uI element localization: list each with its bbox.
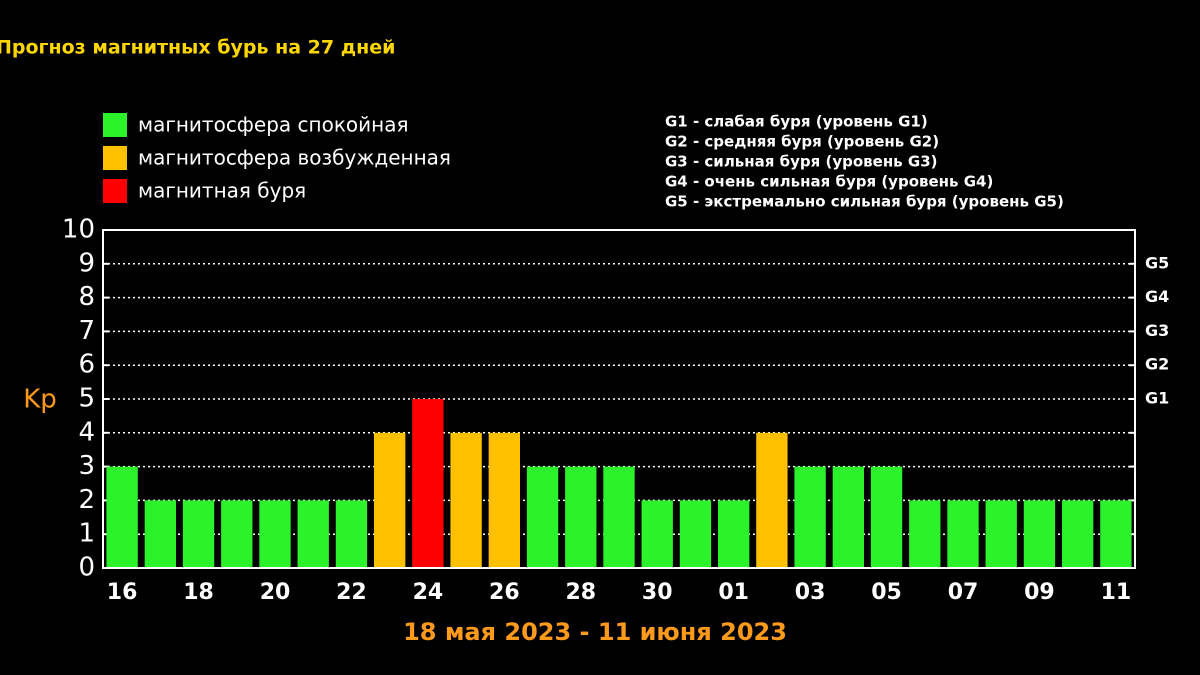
bar bbox=[756, 432, 788, 568]
x-tick-label: 22 bbox=[336, 580, 367, 605]
bar bbox=[870, 466, 903, 568]
x-tick-label: 05 bbox=[871, 580, 902, 605]
bar bbox=[909, 500, 941, 568]
legend-label: магнитная буря bbox=[138, 179, 306, 203]
y-tick-label: 2 bbox=[78, 485, 95, 515]
x-tick-label: 11 bbox=[1101, 580, 1132, 605]
note: G2 - средняя буря (уровень G2) bbox=[665, 133, 939, 151]
bar bbox=[526, 466, 559, 568]
legend-swatch bbox=[103, 179, 127, 203]
bar bbox=[717, 500, 750, 568]
bar bbox=[603, 466, 635, 568]
bar bbox=[412, 399, 444, 568]
y2-tick-label: G4 bbox=[1145, 287, 1169, 306]
y-tick-label: 6 bbox=[78, 350, 95, 380]
x-tick-label: 03 bbox=[795, 580, 826, 605]
bar bbox=[182, 500, 215, 568]
note: G4 - очень сильная буря (уровень G4) bbox=[665, 173, 993, 191]
y2-tick-label: G2 bbox=[1145, 355, 1169, 374]
legend-swatch bbox=[103, 146, 127, 170]
y-tick-label: 0 bbox=[78, 553, 95, 583]
bar bbox=[641, 500, 673, 568]
x-tick-label: 16 bbox=[107, 580, 138, 605]
x-tick-label: 28 bbox=[565, 580, 596, 605]
bar bbox=[565, 466, 597, 568]
bar bbox=[335, 500, 368, 568]
bar bbox=[259, 500, 291, 568]
bar bbox=[794, 466, 826, 568]
bar bbox=[488, 432, 521, 568]
bar bbox=[1100, 500, 1132, 568]
y2-tick-label: G5 bbox=[1145, 253, 1169, 272]
bar bbox=[144, 500, 177, 568]
y-tick-label: 10 bbox=[62, 215, 95, 245]
bar bbox=[450, 432, 482, 568]
y-tick-label: 9 bbox=[78, 248, 95, 278]
y2-tick-label: G1 bbox=[1145, 389, 1169, 408]
note: G1 - слабая буря (уровень G1) bbox=[665, 113, 928, 131]
x-tick-label: 30 bbox=[642, 580, 673, 605]
y-tick-label: 1 bbox=[78, 519, 95, 549]
y2-tick-label: G3 bbox=[1145, 321, 1169, 340]
legend-swatch bbox=[103, 113, 127, 137]
bar bbox=[297, 500, 329, 568]
bar bbox=[947, 500, 979, 568]
x-tick-label: 24 bbox=[413, 580, 444, 605]
legend-label: магнитосфера возбужденная bbox=[138, 146, 451, 170]
x-tick-label: 18 bbox=[183, 580, 214, 605]
x-tick-label: 01 bbox=[718, 580, 749, 605]
x-tick-label: 20 bbox=[260, 580, 291, 605]
bar bbox=[1023, 500, 1056, 568]
bar bbox=[373, 432, 406, 568]
y-axis-title: Kp bbox=[23, 385, 57, 415]
bar bbox=[985, 500, 1017, 568]
bar bbox=[221, 500, 253, 568]
note: G3 - сильная буря (уровень G3) bbox=[665, 153, 938, 171]
legend-label: магнитосфера спокойная bbox=[138, 113, 409, 137]
y-tick-label: 3 bbox=[78, 451, 95, 481]
bar bbox=[832, 466, 865, 568]
x-axis-title: 18 мая 2023 - 11 июня 2023 bbox=[403, 618, 787, 646]
y-tick-label: 5 bbox=[78, 384, 95, 414]
y-tick-label: 8 bbox=[78, 282, 95, 312]
y-tick-label: 7 bbox=[78, 316, 95, 346]
note: G5 - экстремально сильная буря (уровень … bbox=[665, 193, 1064, 211]
bar bbox=[1061, 500, 1094, 568]
x-tick-label: 07 bbox=[948, 580, 979, 605]
bar bbox=[106, 466, 138, 568]
y-tick-label: 4 bbox=[78, 417, 95, 447]
x-tick-label: 09 bbox=[1024, 580, 1055, 605]
bar bbox=[679, 500, 712, 568]
chart-title: Прогноз магнитных бурь на 27 дней bbox=[0, 37, 395, 59]
plot-frame bbox=[102, 229, 1136, 569]
x-tick-label: 26 bbox=[489, 580, 520, 605]
